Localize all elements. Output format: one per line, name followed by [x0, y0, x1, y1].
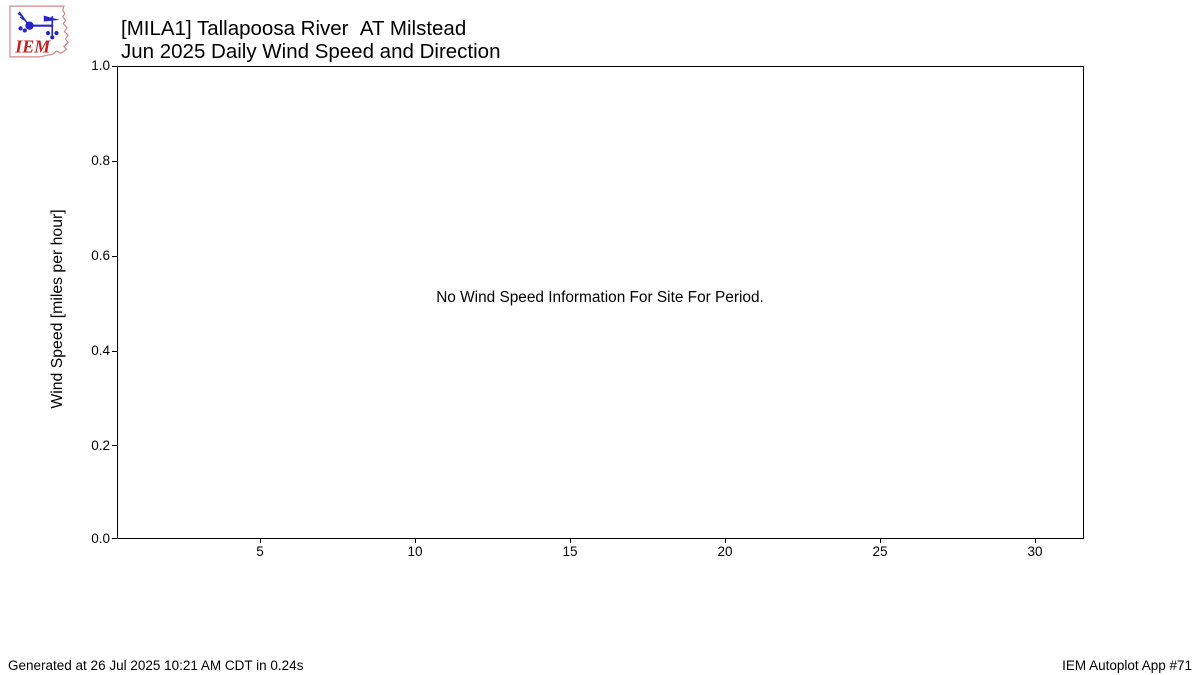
- svg-text:IEM: IEM: [14, 37, 51, 57]
